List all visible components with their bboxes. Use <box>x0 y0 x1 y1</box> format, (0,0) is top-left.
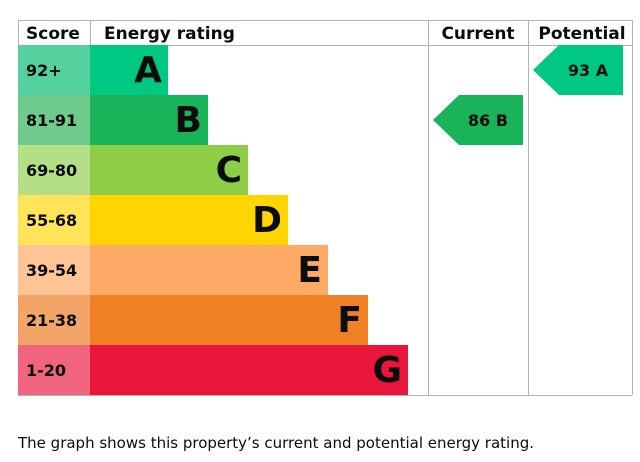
rating-bar <box>90 95 208 145</box>
score-label: 21-38 <box>26 311 77 330</box>
rating-letter: E <box>297 250 322 291</box>
score-cell <box>18 245 90 295</box>
score-header: Score <box>26 24 80 44</box>
band-e: 39-54 E <box>18 245 328 295</box>
score-label: 92+ <box>26 61 62 80</box>
current-header: Current <box>441 24 514 44</box>
rating-bar <box>90 345 408 395</box>
band-g: 1-20 G <box>18 345 408 395</box>
score-cell <box>18 345 90 395</box>
potential-rating-marker-arrow <box>533 45 623 95</box>
score-label: 1-20 <box>26 361 66 380</box>
score-cell <box>18 145 90 195</box>
chart-caption: The graph shows this property’s current … <box>18 434 534 452</box>
score-cell <box>18 95 90 145</box>
rating-bar <box>90 45 168 95</box>
energy-rating-chart: Score Energy rating Current Potential 92… <box>18 20 633 396</box>
band-f: 21-38 F <box>18 295 368 345</box>
energy-rating-header: Energy rating <box>104 24 235 44</box>
rating-bar <box>90 195 288 245</box>
current-rating-marker: 86 B <box>433 95 523 145</box>
rating-bar <box>90 245 328 295</box>
current-rating-marker-label: 86 B <box>468 111 508 130</box>
rating-letter: F <box>337 300 362 341</box>
rating-letter: D <box>252 200 282 241</box>
rating-bar <box>90 295 368 345</box>
score-label: 81-91 <box>26 111 77 130</box>
rating-markers: 86 B 93 A <box>433 45 623 145</box>
rating-letter: C <box>216 150 242 191</box>
score-cell <box>18 45 90 95</box>
potential-rating-marker-label: 93 A <box>568 61 609 80</box>
rating-letter: B <box>175 100 202 141</box>
rating-bar <box>90 145 248 195</box>
current-rating-marker-arrow <box>433 95 523 145</box>
band-b: 81-91 B <box>18 95 208 145</box>
score-label: 39-54 <box>26 261 77 280</box>
rating-letter: A <box>134 50 162 91</box>
band-c: 69-80 C <box>18 145 248 195</box>
rating-bands: 92+ A 81-91 B 69-80 C 55-68 D 39-54 E 21-38 F 1-20 G <box>18 45 408 395</box>
score-cell <box>18 295 90 345</box>
band-d: 55-68 D <box>18 195 288 245</box>
band-a: 92+ A <box>18 45 168 95</box>
rating-letter: G <box>372 350 402 391</box>
score-cell <box>18 195 90 245</box>
score-label: 69-80 <box>26 161 77 180</box>
potential-rating-marker: 93 A <box>533 45 623 95</box>
potential-header: Potential <box>538 24 625 44</box>
column-headers: Score Energy rating Current Potential <box>26 24 626 44</box>
score-label: 55-68 <box>26 211 77 230</box>
